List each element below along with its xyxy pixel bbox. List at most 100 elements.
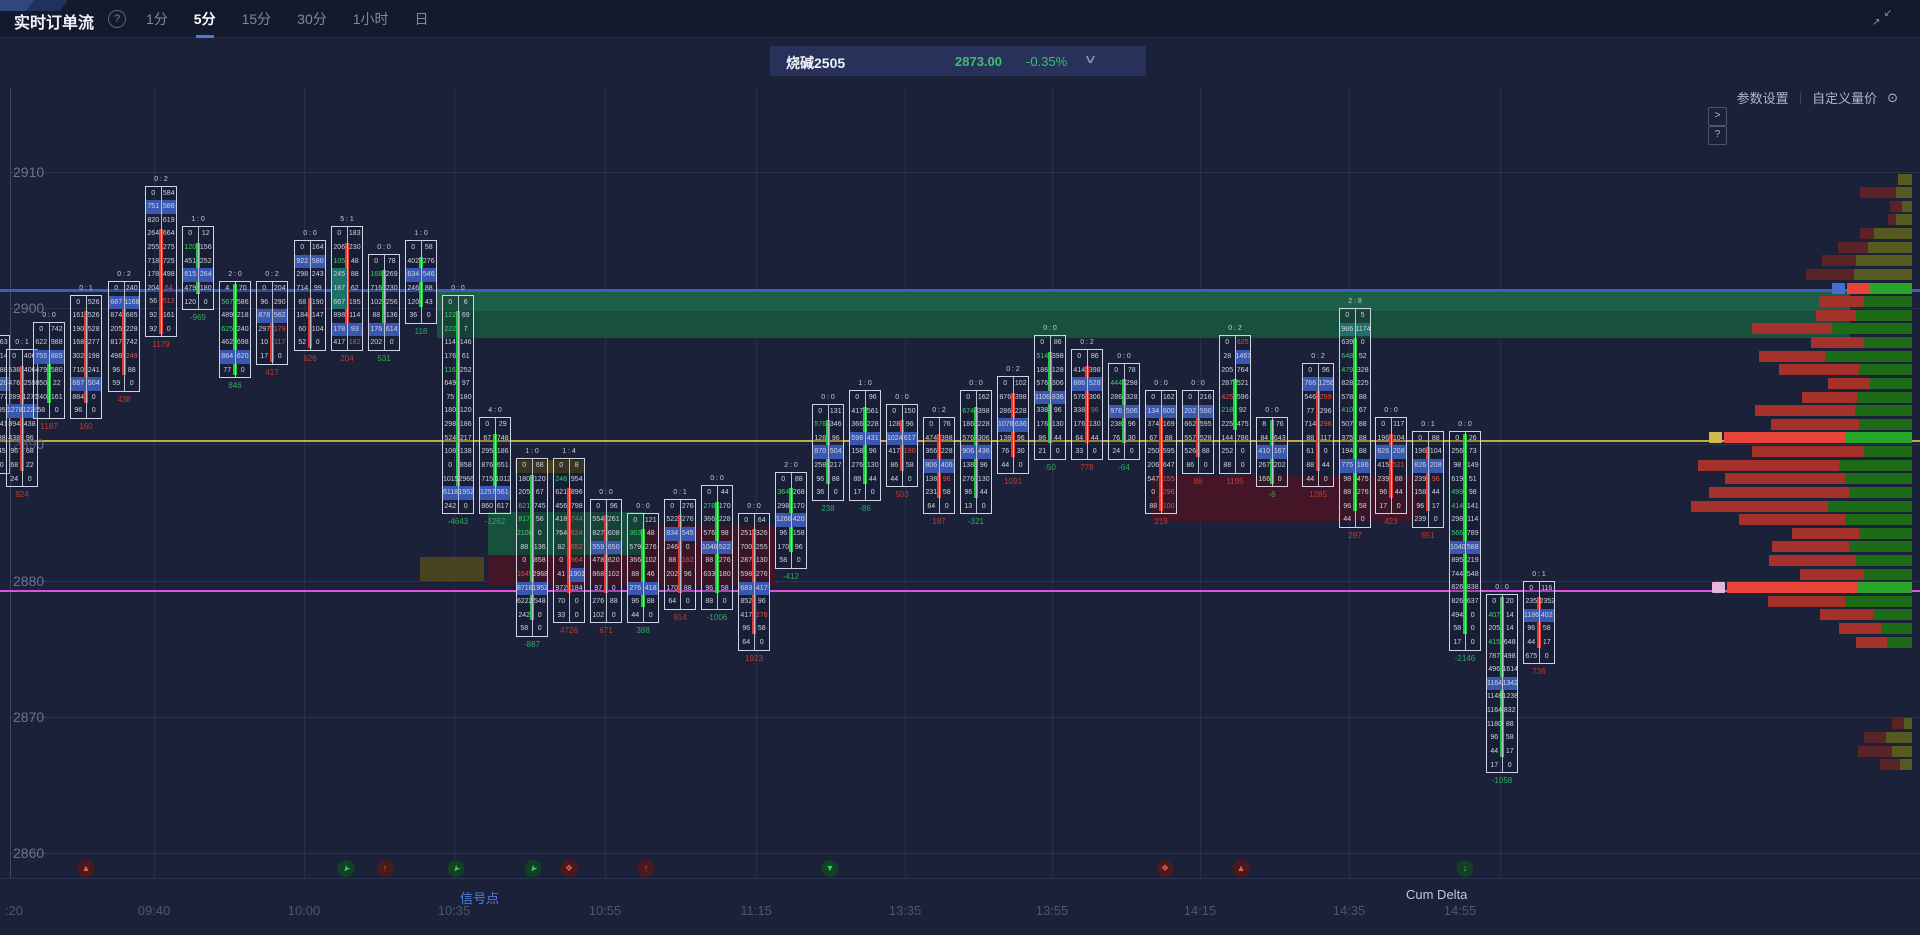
signal-tri-down-icon[interactable]: ▼	[821, 860, 839, 877]
cell-bid: 478	[592, 557, 605, 565]
cell-ask: 0	[85, 390, 102, 405]
signal-tri-up-icon[interactable]: ▲	[1232, 860, 1250, 877]
cell-ask: 588	[1464, 540, 1480, 555]
tab-1分[interactable]: 1分	[146, 10, 168, 27]
tab-1小时[interactable]: 1小时	[352, 10, 389, 27]
cell-ask: 562	[271, 309, 287, 323]
candle-row: 479 180	[183, 281, 213, 296]
cell-ask: 136	[383, 309, 400, 323]
candle-row: 168 269	[369, 268, 399, 282]
profile-buy-bar	[1896, 214, 1912, 226]
candle-row: 122 69	[443, 309, 473, 323]
cell-bid: 218	[1221, 407, 1234, 415]
candle-row: 60 104	[295, 322, 325, 337]
profile-buy-bar	[1868, 241, 1912, 253]
candle-delta: 1187	[40, 422, 58, 432]
cell-bid: 170	[666, 584, 679, 592]
cell-bid: 576	[962, 434, 975, 442]
footprint-candle: 0 : 2 0 76 474 398 366 228 806 406 138 96 231 58 64 0 1…	[923, 407, 955, 526]
tab-5分[interactable]: 5分	[193, 10, 216, 38]
param-settings-link[interactable]: 参数设置	[1736, 91, 1789, 106]
collapse-icon[interactable]: ↙ ↗	[1872, 8, 1892, 28]
panel-help-button[interactable]: ?	[1708, 126, 1727, 145]
cell-ask: 326	[753, 527, 770, 541]
signal-diamond-icon[interactable]: ❖	[560, 860, 578, 877]
candle-row: 76 30	[1109, 431, 1139, 446]
candle-row: 298 170	[776, 499, 806, 514]
candle-row: 77 296	[1303, 404, 1333, 419]
candle-row: 295 186	[480, 445, 510, 459]
candle-row: 187 62	[332, 281, 362, 296]
signal-arrow-up-icon[interactable]: ↑	[637, 860, 655, 877]
cell-ask: 56	[531, 513, 548, 528]
cell-ask: 0	[123, 377, 140, 391]
signal-diamond-icon[interactable]: ❖	[1156, 860, 1174, 877]
cell-ask: 7	[457, 322, 474, 337]
custom-volume-price-link[interactable]: 自定义量价	[1812, 91, 1878, 106]
candle-row: 67 748	[480, 431, 510, 446]
profile-buy-bar	[1886, 732, 1912, 744]
signal-arrow-up-icon[interactable]: ↑	[376, 860, 394, 877]
cell-bid: 538	[8, 366, 21, 374]
signal-tri-up-icon[interactable]: ▲	[77, 860, 95, 877]
cell-bid: 415	[1488, 639, 1501, 647]
cell-bid: 0	[1345, 312, 1350, 320]
candle-row: 1148 1238	[1487, 690, 1517, 705]
cell-ask: 88	[0, 432, 9, 446]
candle-delta: 846	[228, 381, 242, 391]
candle-header: 0 : 2	[117, 270, 131, 278]
cell-ask: 117	[1390, 418, 1407, 432]
footprint-candle: 0 : 0 0 121 363 48 579 276 366 102 88 46 276 418 96 88…	[627, 503, 659, 635]
cell-ask: 614	[383, 322, 399, 337]
chevron-down-icon[interactable]: ∨	[1083, 52, 1098, 66]
tab-30分[interactable]: 30分	[297, 10, 327, 27]
tab-15分[interactable]: 15分	[241, 10, 272, 27]
candle-row: 1040 588	[1450, 540, 1480, 555]
candle-row: 1024 617	[887, 431, 917, 446]
cell-ask: 116	[1538, 581, 1555, 596]
cell-ask: 402	[1538, 608, 1554, 623]
candle-row: 456 798	[554, 499, 584, 514]
cell-bid: 44	[1306, 475, 1315, 483]
candle-row: 834 545	[665, 527, 695, 541]
cell-bid: 88	[705, 598, 714, 606]
profile-buy-bar	[1902, 200, 1912, 212]
candle-row: 0 964	[554, 554, 584, 568]
x-axis-label: 10:00	[287, 903, 321, 918]
candle-row: 0 625	[1220, 336, 1250, 351]
cell-ask: 0	[568, 595, 585, 609]
contract-bar[interactable]: 烧碱2505 2873.00 -0.35% ∨	[770, 46, 1146, 76]
v-gridline	[454, 88, 455, 878]
signal-cursor-icon[interactable]: ➤	[337, 860, 355, 877]
candle-row: 895 219	[1450, 554, 1480, 568]
candle-row: 462 698	[220, 336, 250, 350]
cell-ask: 163	[0, 336, 9, 350]
candle-row: 826 208	[1376, 445, 1406, 459]
footprint-candle: 0 : 0 0 131 576 346 128 96 870 504 258 217 96 88 36 0 2…	[812, 394, 844, 513]
cell-bid: 168	[370, 271, 383, 279]
cell-bid: 554	[592, 516, 605, 524]
candle-row: 144 786	[1220, 431, 1250, 446]
candle-row: 92 161	[146, 309, 176, 323]
cell-ask: 88	[1354, 390, 1371, 405]
candle-row: 366 228	[924, 445, 954, 459]
x-axis-label: 11:15	[740, 903, 772, 918]
signal-cursor-icon[interactable]: ➤	[524, 860, 542, 877]
cell-bid: 255	[147, 244, 160, 252]
cell-bid: 0	[262, 284, 267, 292]
signal-arrow-down-icon[interactable]: ↓	[1456, 860, 1474, 877]
cell-ask: 328	[1123, 390, 1140, 405]
cell-ask: 98	[716, 527, 733, 541]
cell-ask: 67	[1354, 404, 1371, 419]
cell-bid: 874	[110, 312, 123, 320]
tab-日[interactable]: 日	[414, 10, 429, 27]
dot-circle-icon[interactable]: ⊙	[1887, 89, 1898, 105]
candle-row: 96 88	[628, 595, 658, 609]
help-icon[interactable]: ?	[108, 10, 126, 28]
cell-ask: 128	[1049, 363, 1066, 378]
cell-bid: 0	[1114, 366, 1119, 374]
candle-row: 860 617	[480, 499, 510, 514]
signal-cursor-icon[interactable]: ➤	[447, 860, 465, 877]
expand-panel-button[interactable]: >	[1708, 107, 1727, 126]
y-axis-line	[10, 88, 11, 878]
